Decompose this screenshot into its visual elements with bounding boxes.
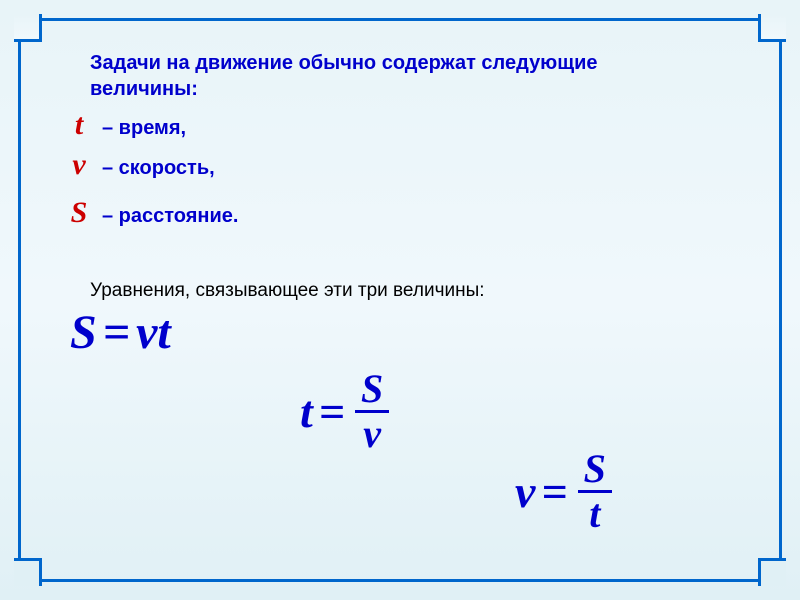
formula-t-sv: t = S v: [300, 370, 389, 453]
formula2-num: S: [355, 370, 389, 408]
subtitle: Уравнения, связывающее эти три величины:: [90, 280, 740, 302]
corner-tl: [14, 14, 42, 42]
formula2-lhs: t: [300, 385, 313, 438]
formula3-den: t: [583, 495, 606, 533]
formula-v-st: v = S t: [515, 450, 612, 533]
corner-tr: [758, 14, 786, 42]
formula2-frac: S v: [355, 370, 389, 453]
var-symbol-v: v: [60, 148, 98, 182]
formula1-rhs: vt: [136, 305, 171, 360]
formula1-eq: =: [103, 305, 130, 360]
var-symbol-s: S: [60, 196, 98, 230]
formula-s-vt: S = vt: [70, 305, 171, 360]
var-desc-t: – время,: [102, 117, 186, 140]
corner-bl: [14, 558, 42, 586]
formula1-lhs: S: [70, 305, 97, 360]
slide-content: Задачи на движение обычно содержат следу…: [60, 50, 740, 302]
formula2-den: v: [357, 415, 387, 453]
var-desc-v: – скорость,: [102, 157, 215, 180]
title-line1: Задачи на движение обычно содержат следу…: [90, 50, 740, 76]
corner-br: [758, 558, 786, 586]
var-desc-s: – расстояние.: [102, 205, 238, 228]
def-row-t: t – время,: [60, 108, 740, 142]
formula2-eq: =: [319, 385, 345, 438]
def-row-s: S – расстояние.: [60, 196, 740, 230]
formula3-eq: =: [541, 465, 567, 518]
formula3-frac: S t: [578, 450, 612, 533]
formula3-num: S: [578, 450, 612, 488]
var-symbol-t: t: [60, 108, 98, 142]
def-row-v: v – скорость,: [60, 148, 740, 182]
formula3-lhs: v: [515, 465, 535, 518]
title-line2: величины:: [90, 76, 740, 102]
